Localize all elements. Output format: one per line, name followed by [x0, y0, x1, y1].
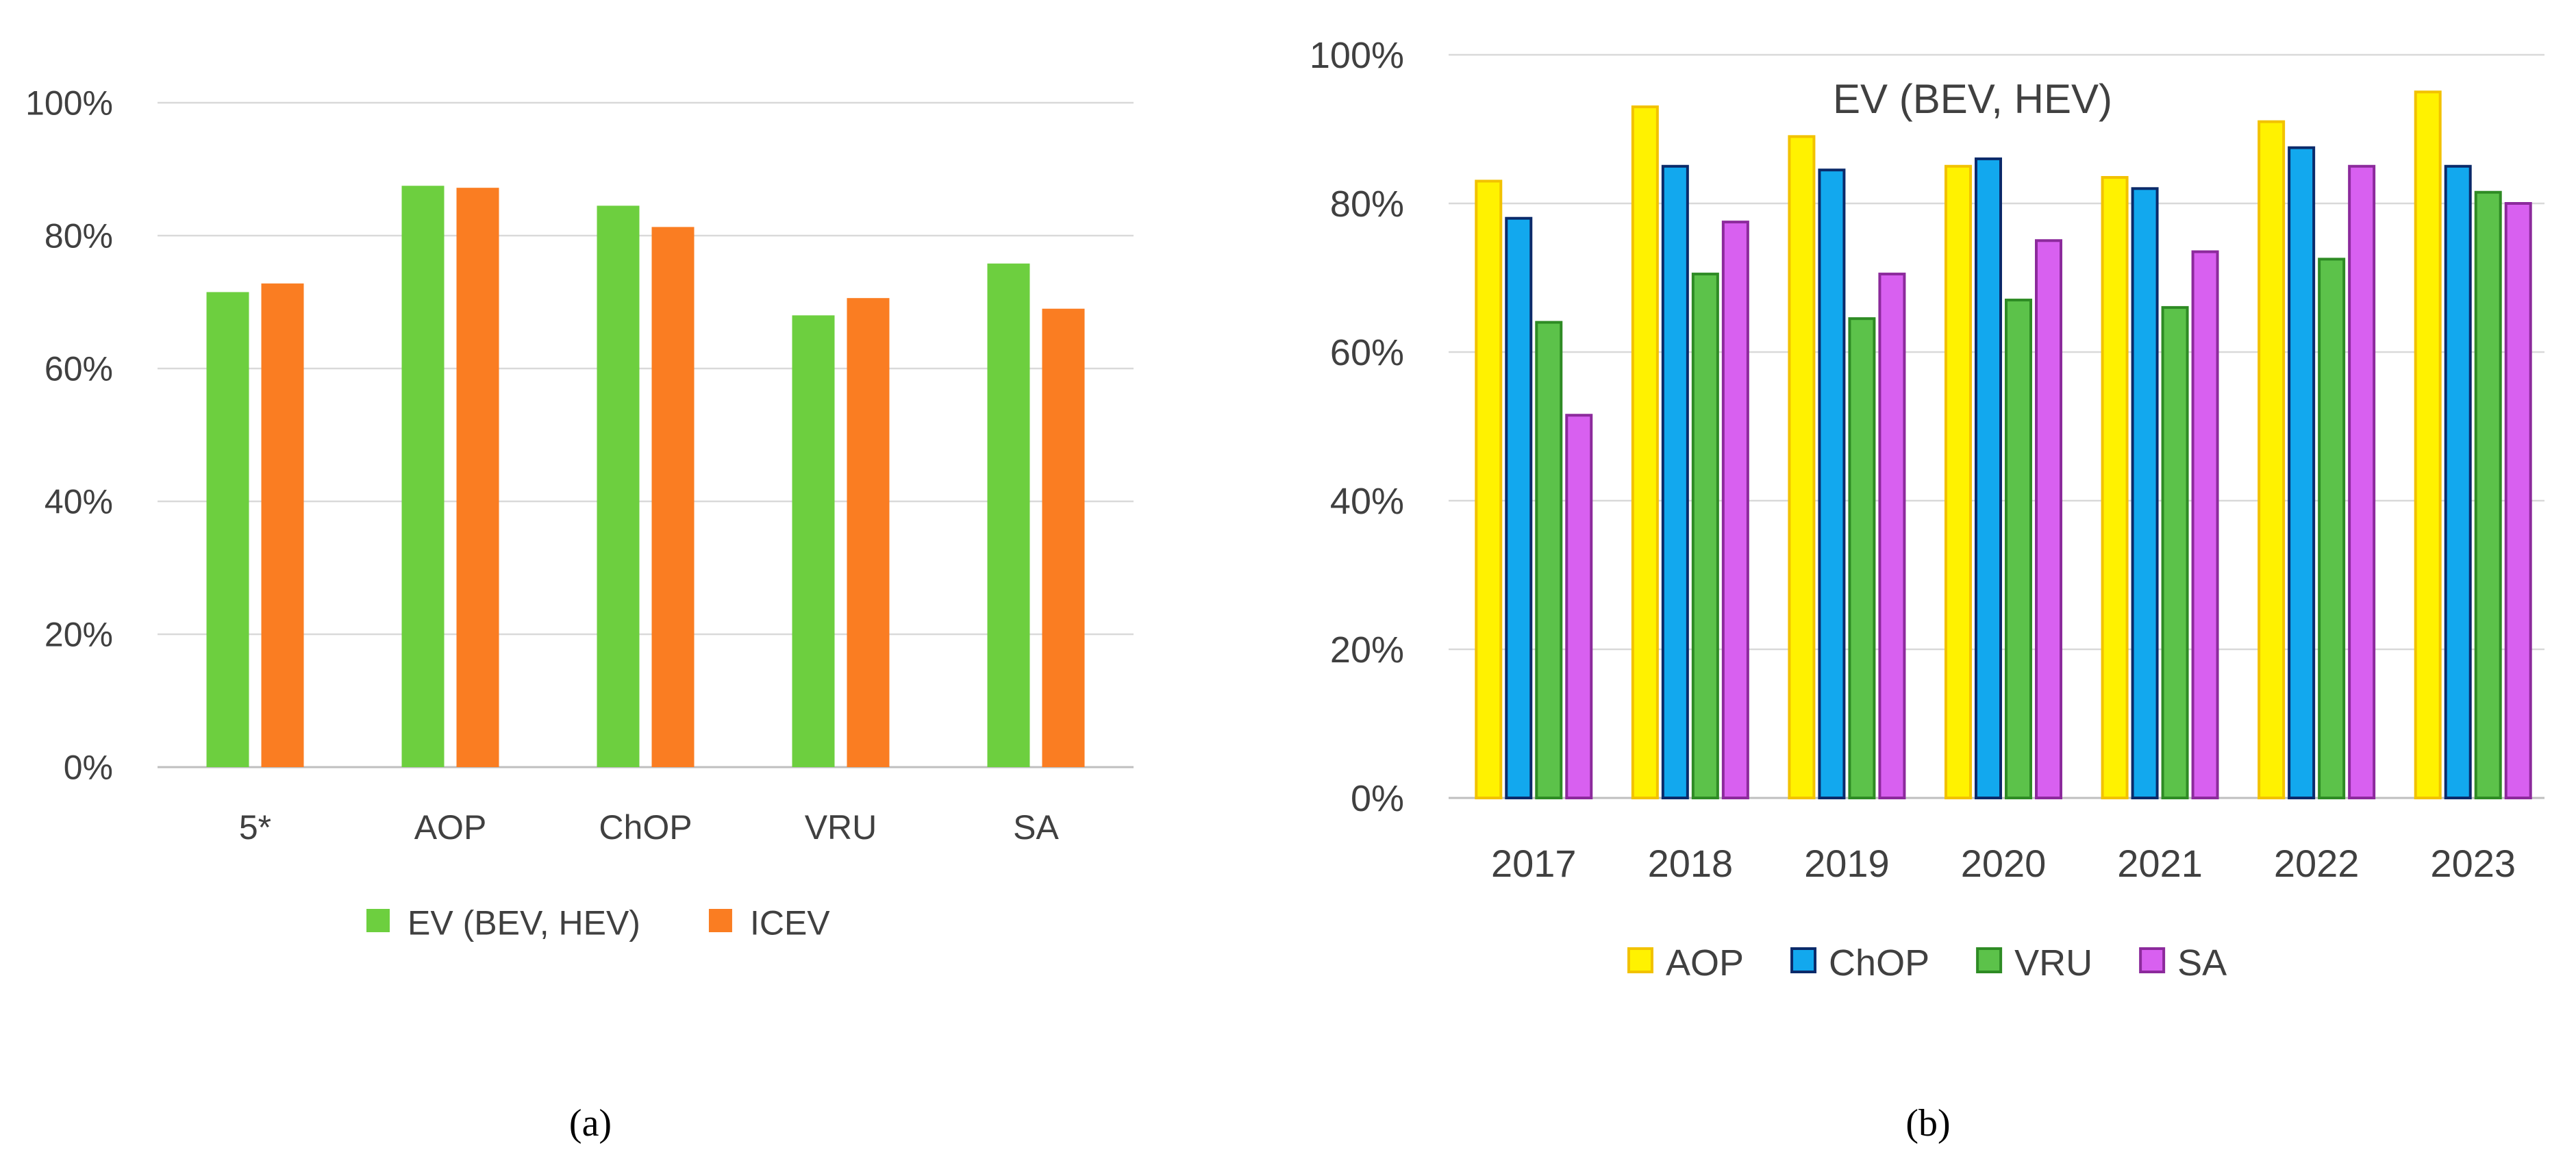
x-tick-label-chop: ChOP	[599, 808, 692, 847]
legend-label-vru: VRU	[2014, 942, 2092, 984]
y-tick-label-60: 60%	[1330, 332, 1404, 373]
legend-label-aop: AOP	[1666, 942, 1744, 984]
bar-aop-2020	[1944, 164, 1972, 799]
bar-sa-2017	[1565, 414, 1593, 799]
x-tick-label-2023: 2023	[2430, 842, 2516, 885]
y-tick-label-40: 40%	[45, 483, 113, 521]
bar-chop-2018	[1661, 164, 1689, 799]
x-tick-label-2018: 2018	[1648, 842, 1734, 885]
panel-b-title: EV (BEV, HEV)	[1833, 76, 2112, 122]
x-tick-label-2019: 2019	[1804, 842, 1890, 885]
bar-chop-2017	[1505, 216, 1533, 799]
bar-vru-2022	[2318, 258, 2346, 799]
bar-vru-2020	[2005, 299, 2032, 799]
x-tick-label-sa: SA	[1013, 808, 1059, 847]
panel-a-gridlines	[158, 101, 1134, 768]
y-tick-label-40: 40%	[1330, 481, 1404, 522]
bar-aop-2022	[2258, 120, 2286, 799]
panel-a-y-axis: 0% 20% 40% 60% 80% 100%	[25, 84, 113, 787]
y-tick-label-20: 20%	[1330, 629, 1404, 671]
bar-sa-2023	[2504, 202, 2532, 799]
chart-panel-a: 0% 20% 40% 60% 80% 100% 5* AOP ChOP VRU SA EV (BE…	[25, 84, 1134, 1145]
bar-vru-2023	[2474, 190, 2502, 800]
bar-chop-2019	[1818, 168, 1846, 800]
panel-a-legend: EV (BEV, HEV) ICEV	[366, 904, 830, 942]
y-tick-label-60: 60%	[45, 350, 113, 388]
panel-b-x-axis: 2017 2018 2019 2020 2021 2022 2023	[1491, 842, 2516, 885]
x-tick-label-2021: 2021	[2117, 842, 2203, 885]
bar-sa-2022	[2348, 164, 2376, 799]
bar-aop-2017	[1475, 179, 1503, 799]
x-tick-label-2022: 2022	[2274, 842, 2360, 885]
legend-swatch-icev	[708, 909, 732, 932]
legend-label-sa: SA	[2177, 942, 2227, 984]
bar-sa-2020	[2035, 239, 2062, 799]
bar-aop-2023	[2414, 90, 2442, 799]
legend-swatch-vru	[1976, 947, 2003, 973]
panel-b-y-axis: 0% 20% 40% 60% 80% 100%	[1310, 35, 1404, 819]
bar-icev-sa	[1042, 308, 1085, 767]
bar-chop-2023	[2444, 164, 2472, 799]
legend-swatch-aop	[1627, 947, 1653, 973]
y-tick-label-80: 80%	[45, 217, 113, 255]
y-tick-label-100: 100%	[1310, 35, 1404, 76]
panel-b-legend: AOP ChOP VRU SA	[1627, 942, 2227, 984]
bar-chop-2020	[1975, 157, 2002, 799]
bar-vru-2019	[1848, 317, 1876, 799]
legend-swatch-sa	[2139, 947, 2166, 973]
legend-swatch-ev-bev-hev	[366, 909, 390, 932]
chart-panel-b: 0%20%40%60%80%100% 2017 2018 2019 2020 2021 2…	[1310, 35, 2544, 1145]
bar-ev-bev-hev-aop	[401, 186, 445, 767]
panel-b-bars	[1475, 90, 2532, 800]
panel-a-x-axis: 5* AOP ChOP VRU SA	[239, 808, 1060, 847]
bar-chop-2021	[2131, 187, 2159, 799]
panel-b-caption: (b)	[1905, 1102, 1950, 1145]
bar-vru-2018	[1691, 273, 1719, 799]
x-tick-label-2017: 2017	[1491, 842, 1577, 885]
legend-label-chop: ChOP	[1829, 942, 1929, 984]
bar-sa-2019	[1878, 273, 1906, 799]
bar-sa-2018	[1721, 221, 1749, 799]
x-tick-label-aop: AOP	[414, 808, 487, 847]
bar-icev-5	[261, 283, 304, 768]
bar-ev-bev-hev-vru	[792, 315, 835, 767]
bar-aop-2019	[1788, 135, 1816, 800]
bar-ev-bev-hev-chop	[597, 205, 640, 768]
legend-label-ev-bev-hev: EV (BEV, HEV)	[408, 904, 640, 942]
y-tick-label-0: 0%	[64, 749, 113, 787]
x-tick-label-5: 5*	[239, 808, 271, 847]
y-tick-label-20: 20%	[45, 616, 113, 654]
y-tick-label-80: 80%	[1330, 184, 1404, 225]
bar-icev-aop	[456, 188, 499, 767]
bar-aop-2018	[1631, 105, 1659, 799]
y-tick-label-0: 0%	[1351, 778, 1404, 819]
panel-a-bars	[206, 186, 1085, 768]
bar-ev-bev-hev-sa	[987, 263, 1030, 767]
bar-vru-2021	[2161, 305, 2189, 799]
bar-aop-2021	[2101, 176, 2129, 799]
bar-sa-2021	[2191, 250, 2219, 799]
legend-label-icev: ICEV	[750, 904, 830, 942]
bar-ev-bev-hev-5	[206, 292, 249, 767]
y-tick-label-100: 100%	[25, 84, 113, 123]
panel-a-caption: (a)	[569, 1102, 612, 1145]
legend-swatch-chop	[1790, 947, 1817, 973]
bar-icev-vru	[847, 298, 890, 767]
bar-icev-chop	[651, 227, 695, 767]
x-tick-label-vru: VRU	[805, 808, 877, 847]
x-tick-label-2020: 2020	[1961, 842, 2047, 885]
bar-chop-2022	[2288, 146, 2316, 799]
bar-vru-2017	[1535, 321, 1563, 800]
